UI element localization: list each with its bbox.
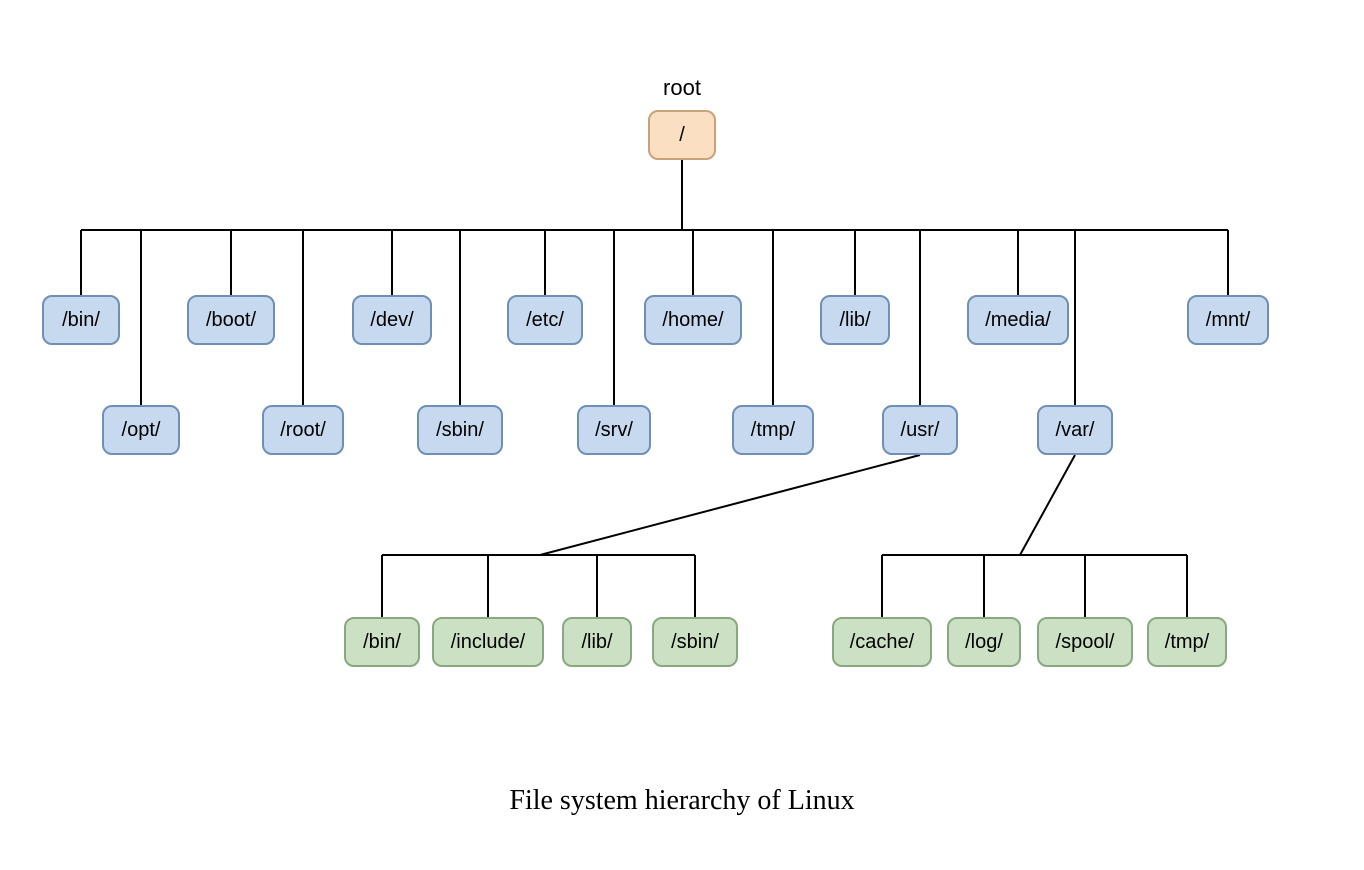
tree-node-uinclude: /include/ (432, 617, 544, 667)
tree-node-vcache: /cache/ (832, 617, 932, 667)
diagram-container: root File system hierarchy of Linux / /bi… (0, 0, 1364, 870)
tree-node-lib: /lib/ (820, 295, 890, 345)
tree-node-opt: /opt/ (102, 405, 180, 455)
tree-node-root2: /root/ (262, 405, 344, 455)
tree-node-ulib: /lib/ (562, 617, 632, 667)
tree-node-mnt: /mnt/ (1187, 295, 1269, 345)
tree-node-usr: /usr/ (882, 405, 958, 455)
tree-node-root: / (648, 110, 716, 160)
tree-node-dev: /dev/ (352, 295, 432, 345)
tree-node-srv: /srv/ (577, 405, 651, 455)
tree-node-media: /media/ (967, 295, 1069, 345)
tree-node-home: /home/ (644, 295, 742, 345)
tree-node-vspool: /spool/ (1037, 617, 1133, 667)
root-label: root (663, 75, 701, 101)
tree-node-vlog: /log/ (947, 617, 1021, 667)
tree-node-tmp: /tmp/ (732, 405, 814, 455)
tree-node-ubin: /bin/ (344, 617, 420, 667)
tree-node-bin: /bin/ (42, 295, 120, 345)
tree-node-usbin: /sbin/ (652, 617, 738, 667)
tree-node-vtmp: /tmp/ (1147, 617, 1227, 667)
tree-node-sbin: /sbin/ (417, 405, 503, 455)
tree-node-boot: /boot/ (187, 295, 275, 345)
tree-node-etc: /etc/ (507, 295, 583, 345)
tree-node-var: /var/ (1037, 405, 1113, 455)
diagram-caption: File system hierarchy of Linux (509, 785, 854, 817)
